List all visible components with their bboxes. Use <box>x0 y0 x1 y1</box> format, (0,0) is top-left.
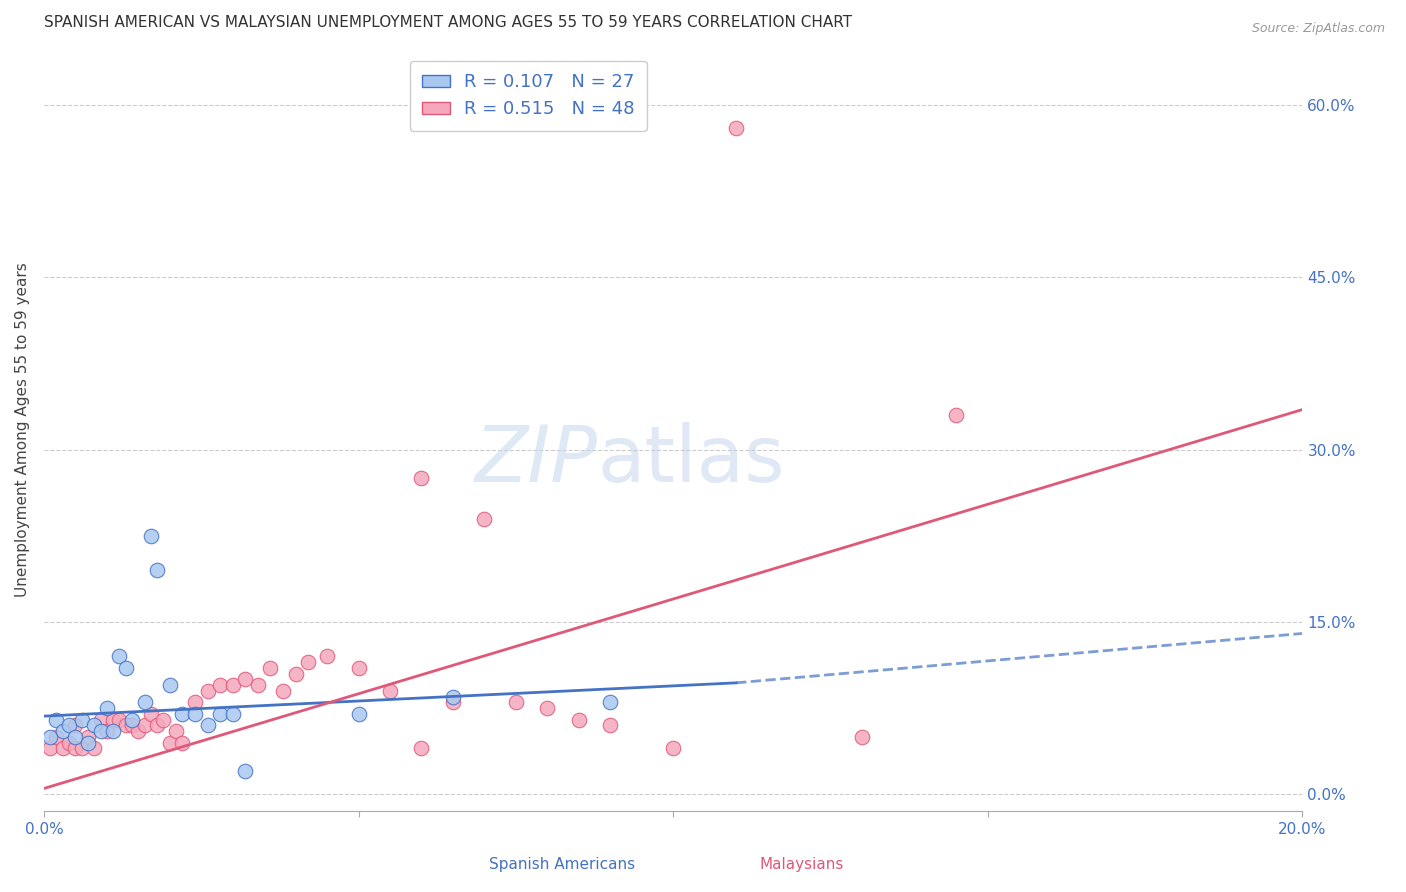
Point <box>83 718 105 732</box>
Point <box>89 724 111 739</box>
Point <box>45 713 67 727</box>
Point <box>505 695 527 709</box>
Point <box>246 678 269 692</box>
Y-axis label: Unemployment Among Ages 55 to 59 years: Unemployment Among Ages 55 to 59 years <box>15 262 30 597</box>
Point <box>441 695 464 709</box>
Point <box>271 684 294 698</box>
Text: SPANISH AMERICAN VS MALAYSIAN UNEMPLOYMENT AMONG AGES 55 TO 59 YEARS CORRELATION: SPANISH AMERICAN VS MALAYSIAN UNEMPLOYME… <box>44 15 852 30</box>
Point <box>114 718 136 732</box>
Point <box>197 684 219 698</box>
Point <box>441 690 464 704</box>
Point <box>945 409 967 423</box>
Point <box>347 661 370 675</box>
Text: Malaysians: Malaysians <box>759 857 844 872</box>
Point <box>108 713 131 727</box>
Point <box>159 735 181 749</box>
Point <box>127 724 149 739</box>
Point <box>89 713 111 727</box>
Point <box>851 730 873 744</box>
Point <box>221 678 243 692</box>
Point <box>347 706 370 721</box>
Point <box>65 741 87 756</box>
Point <box>184 695 207 709</box>
Point <box>58 718 80 732</box>
Text: ZIP: ZIP <box>475 422 598 499</box>
Point <box>184 706 207 721</box>
Point <box>65 718 87 732</box>
Point <box>662 741 685 756</box>
Point <box>536 701 558 715</box>
Point <box>134 695 156 709</box>
Point <box>39 741 62 756</box>
Point <box>52 724 75 739</box>
Point <box>259 661 281 675</box>
Point <box>70 741 93 756</box>
Point <box>139 529 162 543</box>
Point <box>233 764 256 779</box>
Point <box>83 741 105 756</box>
Point <box>52 741 75 756</box>
Point <box>233 673 256 687</box>
Point <box>77 730 100 744</box>
Point <box>221 706 243 721</box>
Point <box>77 735 100 749</box>
Point <box>172 735 194 749</box>
Point <box>121 713 143 727</box>
Point <box>146 563 169 577</box>
Point <box>599 718 621 732</box>
Point <box>121 718 143 732</box>
Point <box>152 713 174 727</box>
Point <box>411 471 433 485</box>
Point <box>297 655 319 669</box>
Point <box>114 661 136 675</box>
Point <box>96 701 118 715</box>
Text: Source: ZipAtlas.com: Source: ZipAtlas.com <box>1251 22 1385 36</box>
Point <box>108 649 131 664</box>
Legend: R = 0.107   N = 27, R = 0.515   N = 48: R = 0.107 N = 27, R = 0.515 N = 48 <box>409 61 647 131</box>
Point <box>378 684 401 698</box>
Point <box>65 730 87 744</box>
Point <box>159 678 181 692</box>
Point <box>197 718 219 732</box>
Point <box>725 121 748 136</box>
Point <box>146 718 169 732</box>
Point <box>45 730 67 744</box>
Point <box>58 735 80 749</box>
Point <box>209 706 232 721</box>
Point <box>96 724 118 739</box>
Point <box>70 713 93 727</box>
Point <box>316 649 339 664</box>
Point <box>209 678 232 692</box>
Point <box>134 718 156 732</box>
Point <box>474 511 496 525</box>
Point <box>568 713 591 727</box>
Point <box>39 730 62 744</box>
Point <box>599 695 621 709</box>
Point <box>101 724 124 739</box>
Text: Spanish Americans: Spanish Americans <box>489 857 636 872</box>
Point <box>139 706 162 721</box>
Point <box>284 666 307 681</box>
Point <box>172 706 194 721</box>
Text: atlas: atlas <box>598 422 785 499</box>
Point <box>101 713 124 727</box>
Point <box>165 724 187 739</box>
Point <box>411 741 433 756</box>
